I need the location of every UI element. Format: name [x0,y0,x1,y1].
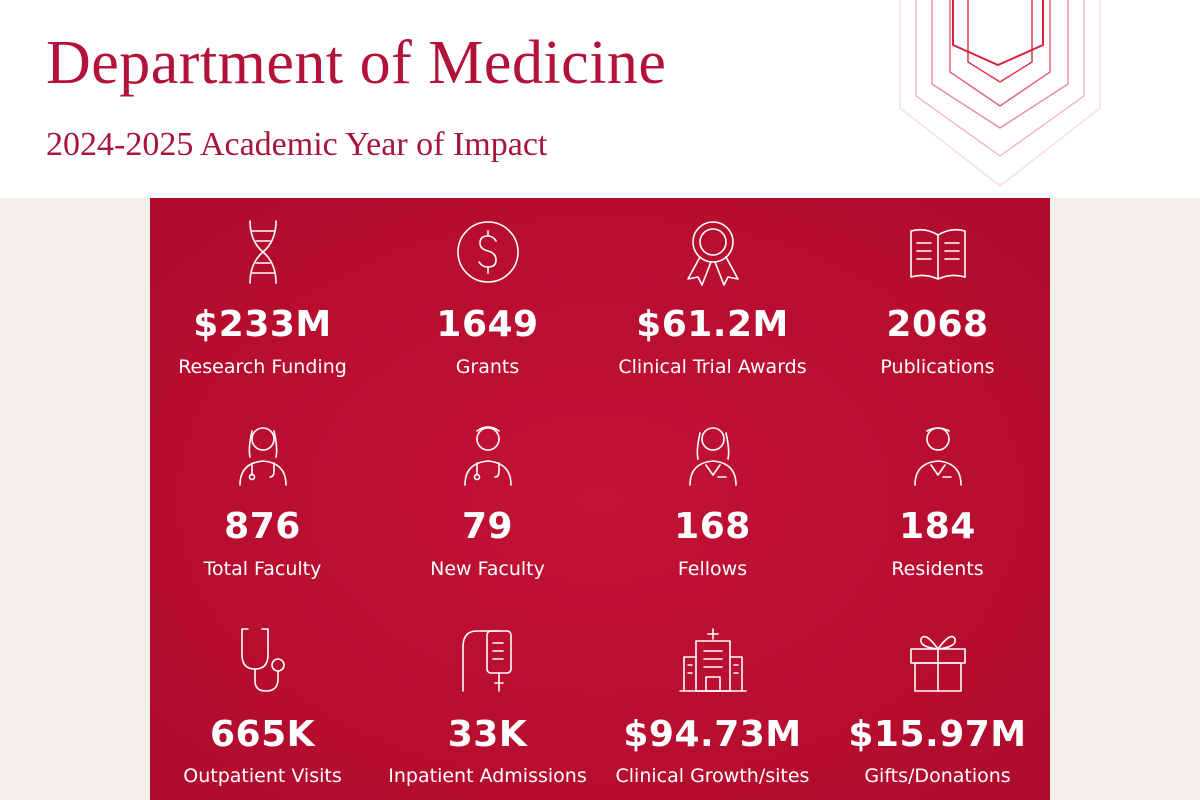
stat-value: $233M [193,304,332,345]
stat-card: 2068 Publications [825,198,1050,400]
stat-label: Grants [455,356,520,378]
stat-card: 665K Outpatient Visits [150,602,375,800]
stat-value: 2068 [886,304,989,345]
stat-card: 79 New Faculty [375,400,600,602]
stat-label: Total Faculty [203,558,322,580]
stat-label: Clinical Trial Awards [618,356,807,378]
stat-icon [464,426,512,486]
stat-icon [249,220,277,284]
stat-label: Clinical Growth/sites [615,765,810,787]
stat-icon [687,221,739,286]
stat-card: 168 Fellows [600,400,825,602]
stat-card: $61.2M Clinical Trial Awards [600,198,825,400]
stat-icon [910,228,966,280]
stat-label: Publications [880,356,995,378]
stat-label: Research Funding [178,356,347,378]
stat-value: $15.97M [848,714,1027,755]
stat-value: 79 [461,506,514,547]
stat-icon [689,427,737,486]
stat-label: Fellows [677,558,748,580]
stat-value: $61.2M [636,304,789,345]
stat-value: 33K [447,714,528,755]
stat-card: $233M Research Funding [150,198,375,400]
header: Department of Medicine 2024-2025 Academi… [0,0,1200,198]
title: Department of Medicine [46,29,667,97]
stat-value: 876 [224,506,301,547]
stat-value: 1649 [436,304,539,345]
stat-label: Gifts/Donations [864,765,1011,787]
stat-icon [241,628,285,692]
stat-card: 1649 Grants [375,198,600,400]
stat-icon [914,427,962,486]
subtitle: 2024-2025 Academic Year of Impact [46,126,548,163]
stat-icon [910,635,966,692]
stat-icon [239,427,287,486]
stat-label: Outpatient Visits [183,765,342,787]
stat-value: 665K [209,714,316,755]
stat-value: $94.73M [623,714,802,755]
shield-decoration [899,0,1101,187]
stat-label: Residents [891,558,984,580]
stat-card: $94.73M Clinical Growth/sites [600,602,825,800]
stats-panel: $233M Research Funding 1649 Grants $61.2M Cli… [150,198,1050,800]
stat-card: 33K Inpatient Admissions [375,602,600,800]
stat-icon [679,628,747,692]
stat-label: Inpatient Admissions [388,765,587,787]
stat-value: 184 [899,506,976,547]
stat-card: 876 Total Faculty [150,400,375,602]
stat-card: $15.97M Gifts/Donations [825,602,1050,800]
stat-card: 184 Residents [825,400,1050,602]
stat-label: New Faculty [430,558,545,580]
stat-value: 168 [674,506,751,547]
stat-icon [457,221,519,283]
stat-icon [462,630,512,692]
